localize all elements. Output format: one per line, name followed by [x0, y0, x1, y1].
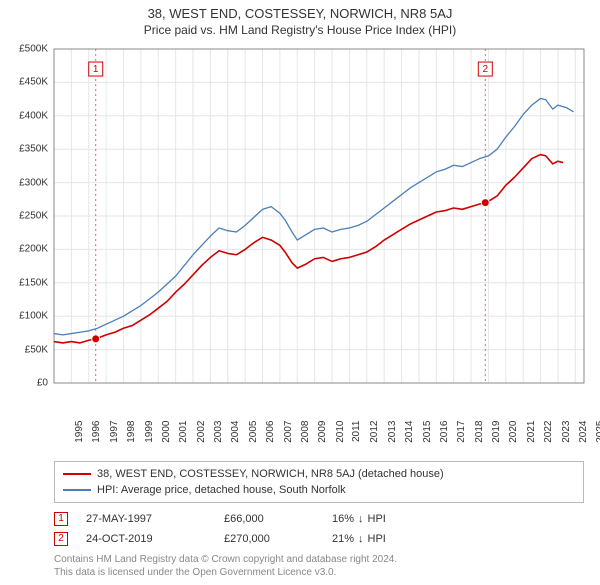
marker-table: 1 27-MAY-1997 £66,000 16% ↓ HPI 2 24-OCT… — [54, 509, 584, 549]
y-tick-label: £350K — [10, 144, 48, 155]
marker-price: £66,000 — [224, 509, 314, 529]
arrow-down-icon: ↓ — [358, 509, 364, 529]
y-tick-label: £100K — [10, 311, 48, 322]
legend-swatch-line — [63, 473, 91, 475]
marker-pct: 16% ↓ HPI — [332, 509, 442, 529]
x-tick-label: 2022 — [543, 421, 554, 443]
x-tick-label: 2021 — [526, 421, 537, 443]
x-tick-label: 2009 — [317, 421, 328, 443]
legend-item-hpi: HPI: Average price, detached house, Sout… — [63, 482, 575, 498]
marker-row: 2 24-OCT-2019 £270,000 21% ↓ HPI — [54, 529, 584, 549]
legend-label: 38, WEST END, COSTESSEY, NORWICH, NR8 5A… — [97, 466, 444, 482]
x-tick-label: 2010 — [334, 421, 345, 443]
x-tick-label: 2014 — [404, 421, 415, 443]
svg-text:2: 2 — [483, 64, 489, 75]
arrow-down-icon: ↓ — [358, 529, 364, 549]
x-tick-label: 2006 — [265, 421, 276, 443]
y-tick-label: £300K — [10, 177, 48, 188]
footnote-line: This data is licensed under the Open Gov… — [54, 566, 584, 579]
x-tick-label: 2003 — [213, 421, 224, 443]
x-tick-label: 2004 — [230, 421, 241, 443]
y-tick-label: £0 — [10, 378, 48, 389]
x-tick-label: 2019 — [491, 421, 502, 443]
y-tick-label: £150K — [10, 277, 48, 288]
svg-text:1: 1 — [93, 64, 99, 75]
x-tick-label: 1996 — [91, 421, 102, 443]
x-tick-label: 2020 — [508, 421, 519, 443]
legend: 38, WEST END, COSTESSEY, NORWICH, NR8 5A… — [54, 461, 584, 503]
x-tick-label: 2001 — [178, 421, 189, 443]
y-tick-label: £50K — [10, 344, 48, 355]
x-tick-label: 2000 — [161, 421, 172, 443]
x-tick-label: 2025 — [595, 421, 600, 443]
y-tick-label: £200K — [10, 244, 48, 255]
x-tick-label: 1998 — [126, 421, 137, 443]
x-tick-label: 2015 — [421, 421, 432, 443]
x-tick-label: 2016 — [439, 421, 450, 443]
x-tick-label: 2005 — [248, 421, 259, 443]
marker-badge: 2 — [54, 532, 68, 546]
marker-date: 24-OCT-2019 — [86, 529, 206, 549]
x-tick-label: 2007 — [282, 421, 293, 443]
legend-label: HPI: Average price, detached house, Sout… — [97, 482, 346, 498]
x-tick-label: 2024 — [578, 421, 589, 443]
x-tick-label: 2012 — [369, 421, 380, 443]
x-tick-label: 1997 — [109, 421, 120, 443]
y-tick-label: £500K — [10, 44, 48, 55]
x-tick-label: 1995 — [74, 421, 85, 443]
chart-title: 38, WEST END, COSTESSEY, NORWICH, NR8 5A… — [10, 6, 590, 21]
chart-subtitle: Price paid vs. HM Land Registry's House … — [10, 23, 590, 37]
chart-area: 12 £0£50K£100K£150K£200K£250K£300K£350K£… — [10, 43, 590, 423]
y-tick-label: £250K — [10, 211, 48, 222]
x-tick-label: 2017 — [456, 421, 467, 443]
x-tick-label: 1999 — [143, 421, 154, 443]
chart-container: 38, WEST END, COSTESSEY, NORWICH, NR8 5A… — [0, 0, 600, 585]
line-chart-svg: 12 — [10, 43, 590, 423]
footnote: Contains HM Land Registry data © Crown c… — [54, 553, 584, 579]
x-tick-label: 2023 — [560, 421, 571, 443]
marker-row: 1 27-MAY-1997 £66,000 16% ↓ HPI — [54, 509, 584, 529]
y-tick-label: £400K — [10, 110, 48, 121]
marker-date: 27-MAY-1997 — [86, 509, 206, 529]
x-tick-label: 2018 — [473, 421, 484, 443]
x-tick-label: 2002 — [195, 421, 206, 443]
legend-item-price-paid: 38, WEST END, COSTESSEY, NORWICH, NR8 5A… — [63, 466, 575, 482]
marker-badge: 1 — [54, 512, 68, 526]
marker-pct: 21% ↓ HPI — [332, 529, 442, 549]
marker-price: £270,000 — [224, 529, 314, 549]
x-tick-label: 2008 — [300, 421, 311, 443]
legend-swatch-line — [63, 489, 91, 490]
x-tick-label: 2011 — [351, 421, 362, 443]
x-tick-label: 2013 — [387, 421, 398, 443]
y-tick-label: £450K — [10, 77, 48, 88]
